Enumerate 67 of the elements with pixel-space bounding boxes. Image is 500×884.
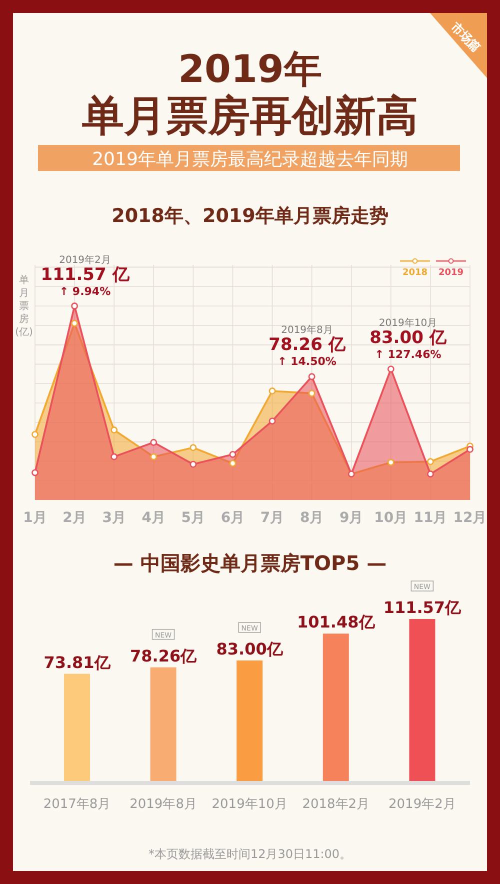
point xyxy=(190,444,197,452)
text: 单月票房再创新高 xyxy=(81,91,418,140)
x-tick-label: 1月 xyxy=(23,510,47,526)
point xyxy=(190,460,197,468)
bar xyxy=(64,674,90,781)
annotation: 78.26 亿 xyxy=(268,335,346,355)
data-label: 83.00亿 xyxy=(216,639,284,658)
point xyxy=(32,430,38,438)
point xyxy=(32,469,38,476)
bar xyxy=(322,634,349,781)
y-axis-title: 单月票房(亿) xyxy=(15,274,33,338)
point xyxy=(71,320,78,327)
point xyxy=(150,438,158,446)
text: 111.57 亿 xyxy=(40,265,130,285)
point xyxy=(110,453,118,460)
x-tick-label: 7月 xyxy=(260,510,284,526)
point xyxy=(229,460,236,467)
annotation: ↑ 14.50% xyxy=(278,355,336,368)
chart-title: 2018年、2019年单月票房走势 xyxy=(112,205,388,227)
text: 2019年2月 xyxy=(59,254,111,266)
bar xyxy=(409,619,436,781)
x-tick-label: 11月 xyxy=(414,510,448,526)
point xyxy=(71,302,78,310)
text: 2019年单月票房最高纪录超越去年同期 xyxy=(92,149,408,170)
annotation: 83.00 亿 xyxy=(370,328,448,348)
x-tick-label: 10月 xyxy=(374,510,408,526)
text: *本页数据截至时间12月30日11:00。 xyxy=(148,847,352,861)
chart-title: — 中国影史单月票房TOP5 — xyxy=(113,551,387,575)
legend-label: 2019 xyxy=(438,268,464,278)
point xyxy=(308,373,316,380)
x-tick-label: 2月 xyxy=(62,510,86,526)
annotation: 2019年10月 xyxy=(378,317,438,329)
point xyxy=(427,470,434,478)
text: ↑ 9.94% xyxy=(59,285,111,298)
text: 2019年 xyxy=(178,47,322,91)
x-tick-label: 9月 xyxy=(339,510,364,526)
point xyxy=(268,388,276,394)
bar xyxy=(236,660,263,781)
x-tick-label: 3月 xyxy=(102,510,126,526)
x-tick-label: 2017年8月 xyxy=(43,797,111,812)
data-label: 101.48亿 xyxy=(297,612,376,632)
data-label: 78.26亿 xyxy=(130,646,198,666)
x-tick-label: 12月 xyxy=(453,510,487,526)
x-tick-label: 8月 xyxy=(300,510,324,526)
text: 市场篇 xyxy=(447,18,484,55)
point xyxy=(110,426,118,434)
bar xyxy=(150,667,176,781)
x-tick-label: 2019年8月 xyxy=(130,797,197,812)
x-tick-label: 4月 xyxy=(142,510,166,526)
annotation: ↑ 127.46% xyxy=(374,348,442,361)
x-tick-label: 2019年10月 xyxy=(212,797,288,812)
x-tick-label: 5月 xyxy=(181,510,206,526)
point xyxy=(466,446,474,453)
x-tick-label: 2019年2月 xyxy=(388,797,456,812)
point xyxy=(427,458,434,466)
data-label: 73.81亿 xyxy=(44,652,112,672)
x-tick-label: 6月 xyxy=(220,510,245,526)
data-label: 111.57亿 xyxy=(383,598,462,617)
legend-label: 2018 xyxy=(402,268,428,278)
point xyxy=(150,453,158,460)
point xyxy=(229,450,236,458)
x-tick-label: 2018年2月 xyxy=(302,797,370,812)
point xyxy=(308,390,316,397)
point xyxy=(387,458,394,466)
annotation: 2019年8月 xyxy=(281,324,333,336)
point xyxy=(387,366,394,372)
point xyxy=(268,418,276,424)
